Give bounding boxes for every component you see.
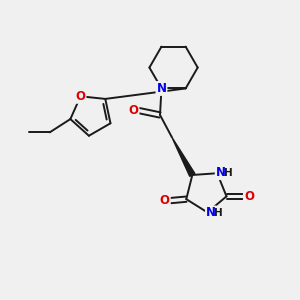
Polygon shape <box>172 137 195 176</box>
Text: N: N <box>157 82 166 95</box>
Text: N: N <box>216 166 226 179</box>
Text: N: N <box>206 206 216 220</box>
Text: H: H <box>224 168 233 178</box>
Text: O: O <box>244 190 254 203</box>
Text: O: O <box>160 194 170 207</box>
Text: O: O <box>128 104 139 117</box>
Text: H: H <box>214 208 223 218</box>
Text: O: O <box>76 90 85 103</box>
